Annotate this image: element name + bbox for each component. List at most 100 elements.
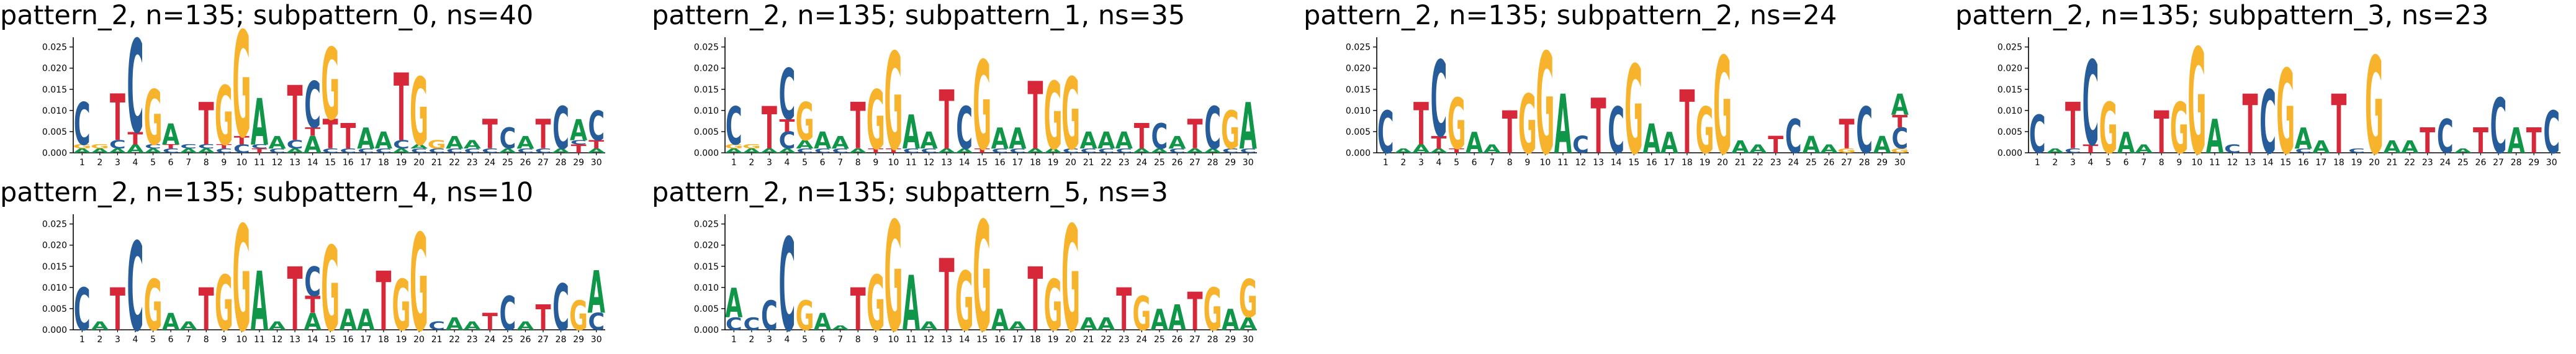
logo-letter-A: A (1820, 142, 1838, 156)
y-tick-label: 0.010 (42, 283, 67, 293)
x-tick-label: 30 (1243, 158, 1254, 168)
logo-letter-T: T (939, 73, 955, 168)
y-tick-label: 0.010 (694, 106, 719, 116)
logo-letter-G: G (1044, 62, 1063, 170)
logo-letter-C: C (233, 142, 250, 156)
logo-letter-G: G (1221, 101, 1240, 161)
logo-letter-T: T (571, 142, 587, 156)
logo-letter-T: T (886, 148, 902, 155)
logo-letter-A: A (162, 117, 180, 152)
logo-letter-A: A (2295, 122, 2313, 156)
x-tick-label: 14 (2263, 158, 2274, 168)
logo-letter-A: A (1484, 142, 1502, 156)
x-tick-label: 7 (837, 158, 843, 168)
logo-letter-G: G (867, 73, 885, 168)
logo-letter-A: A (1643, 116, 1660, 163)
logo-letter-A: A (464, 319, 482, 333)
logo-letter-T: T (536, 112, 551, 158)
x-tick-label: 6 (820, 158, 826, 168)
logo-letter-C: C (499, 286, 516, 341)
logo-letter-T: T (216, 143, 232, 150)
x-tick-label: 10 (888, 335, 899, 345)
logo-letter-A: A (2454, 148, 2472, 155)
logo-letter-A: A (1395, 148, 1413, 155)
logo-letter-A: A (162, 309, 180, 335)
logo-letter-T: T (975, 148, 991, 155)
y-tick-label: 0.020 (42, 241, 67, 251)
y-tick-label: 0.000 (694, 148, 719, 158)
logo-letter-A: A (144, 148, 162, 155)
x-tick-label: 2 (749, 335, 754, 345)
logo-letter-G: G (2276, 45, 2295, 181)
logo-letter-T: T (762, 94, 777, 162)
x-tick-label: 12 (2227, 158, 2238, 168)
x-tick-label: 29 (1225, 158, 1236, 168)
logo-letter-C: C (2295, 148, 2312, 155)
logo-letter-G: G (1624, 40, 1643, 182)
logo-letter-T: T (2473, 121, 2488, 161)
logo-letter-C: C (814, 148, 831, 155)
logo-letter-A: A (778, 148, 796, 155)
logo-letter-C: C (358, 148, 374, 155)
logo-letter-C: C (779, 127, 796, 154)
logo-letter-C: C (1891, 122, 1908, 156)
y-tick-label: 0.005 (694, 304, 719, 314)
x-tick-label: 15 (976, 158, 988, 168)
logo-letter-T: T (376, 255, 391, 350)
x-tick-label: 7 (2141, 158, 2146, 168)
logo-letter-T: T (1591, 84, 1606, 171)
logo-letter-C: C (2029, 105, 2046, 165)
logo-letter-C: C (127, 13, 144, 161)
x-tick-label: 4 (133, 158, 138, 168)
logo-letter-G: G (1448, 84, 1466, 165)
logo-letter-A: A (725, 148, 743, 155)
logo-letter-A: A (1027, 148, 1045, 155)
x-tick-label: 24 (2439, 158, 2451, 168)
y-tick-label: 0.000 (694, 325, 719, 335)
logo-letter-G: G (724, 143, 743, 150)
logo-letter-T: T (2420, 121, 2435, 161)
x-tick-label: 25 (1806, 158, 1817, 168)
x-tick-label: 3 (115, 335, 120, 345)
x-tick-label: 30 (2546, 158, 2557, 168)
logo-letter-A: A (1168, 132, 1186, 153)
logo-letter-A: A (991, 303, 1009, 337)
logo-letter-T: T (323, 112, 338, 158)
logo-letter-A: A (849, 148, 867, 155)
logo-letter-T: T (588, 138, 604, 152)
logo-letter-C: C (322, 148, 339, 155)
logo-letter-G: G (884, 25, 903, 181)
logo-letter-G: G (796, 293, 814, 340)
logo-letter-A: A (814, 309, 832, 335)
x-tick-label: 13 (289, 158, 300, 168)
x-tick-label: 13 (1593, 158, 1604, 168)
logo-letter-A: A (2047, 148, 2065, 155)
y-tick-label: 0.015 (694, 262, 719, 272)
x-tick-label: 12 (272, 158, 283, 168)
logo-letter-T: T (536, 298, 551, 338)
x-tick-label: 23 (467, 158, 478, 168)
logo-letter-A: A (1749, 142, 1767, 156)
logo-letter-C: C (376, 148, 392, 155)
logo-letter-T: T (234, 134, 250, 147)
logo-letter-A: A (1873, 132, 1891, 158)
logo-letter-G: G (867, 261, 885, 348)
x-tick-label: 27 (1189, 158, 1200, 168)
logo-letter-G: G (410, 207, 428, 354)
logo-letter-T: T (2154, 99, 2169, 166)
logo-letter-C: C (552, 94, 569, 162)
x-tick-label: 29 (1876, 158, 1888, 168)
logo-panel-0: pattern_2, n=135; subpattern_0, ns=40 0.… (0, 0, 621, 177)
x-tick-label: 22 (449, 158, 460, 168)
logo-letter-A: A (180, 319, 198, 333)
x-tick-label: 27 (2493, 158, 2504, 168)
logo-letter-T: T (2243, 78, 2258, 173)
x-tick-label: 11 (254, 158, 265, 168)
logo-letter-T: T (1027, 250, 1043, 351)
y-tick-label: 0.000 (1997, 148, 2022, 158)
x-tick-label: 19 (396, 158, 407, 168)
x-tick-label: 26 (520, 158, 531, 168)
x-tick-label: 21 (431, 158, 443, 168)
logo-letter-A: A (2383, 137, 2400, 157)
panel-title: pattern_2, n=135; subpattern_2, ns=24 (1304, 0, 1837, 31)
